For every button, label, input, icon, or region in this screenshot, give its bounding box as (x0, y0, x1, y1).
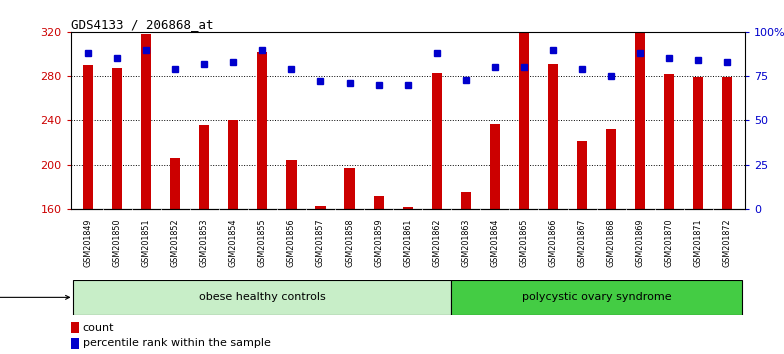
Bar (693, 77, 703, 209)
Text: GSM201857: GSM201857 (316, 218, 325, 267)
Text: GSM201861: GSM201861 (403, 218, 412, 267)
Bar (461, 192, 471, 209)
Text: GSM201856: GSM201856 (287, 218, 296, 267)
Bar (83, 65, 93, 209)
Bar (664, 74, 674, 209)
Bar (74, 280, 452, 315)
Text: GSM201852: GSM201852 (171, 218, 180, 267)
Bar (257, 52, 267, 209)
Bar (548, 64, 558, 209)
Text: GSM201851: GSM201851 (142, 218, 151, 267)
Bar (286, 160, 296, 209)
Bar (452, 280, 742, 315)
Text: GSM201850: GSM201850 (113, 218, 122, 267)
Bar (228, 120, 238, 209)
Bar (373, 195, 383, 209)
Bar (315, 206, 325, 209)
Text: GSM201862: GSM201862 (432, 218, 441, 267)
Text: percentile rank within the sample: percentile rank within the sample (82, 338, 270, 348)
Bar (490, 124, 500, 209)
Text: GSM201853: GSM201853 (200, 218, 209, 267)
Text: GSM201867: GSM201867 (578, 218, 586, 267)
Text: count: count (82, 322, 114, 332)
Bar (141, 34, 151, 209)
Bar (519, 33, 529, 209)
Text: polycystic ovary syndrome: polycystic ovary syndrome (522, 292, 671, 302)
Text: GSM201859: GSM201859 (374, 218, 383, 267)
Bar (170, 158, 180, 209)
Text: GSM201870: GSM201870 (665, 218, 673, 267)
Bar (722, 77, 732, 209)
Bar (71, 322, 78, 333)
Bar (112, 68, 122, 209)
Bar (71, 338, 78, 349)
Text: GSM201863: GSM201863 (461, 218, 470, 267)
Text: obese healthy controls: obese healthy controls (199, 292, 325, 302)
Text: disease state: disease state (0, 292, 70, 302)
Text: GSM201868: GSM201868 (607, 218, 615, 267)
Text: GSM201864: GSM201864 (490, 218, 499, 267)
Bar (432, 73, 442, 209)
Bar (577, 141, 587, 209)
Bar (403, 207, 412, 209)
Text: GDS4133 / 206868_at: GDS4133 / 206868_at (71, 18, 213, 31)
Text: GSM201866: GSM201866 (549, 218, 557, 267)
Bar (344, 168, 354, 209)
Text: GSM201855: GSM201855 (258, 218, 267, 267)
Text: GSM201869: GSM201869 (636, 218, 644, 267)
Text: GSM201872: GSM201872 (723, 218, 731, 267)
Text: GSM201865: GSM201865 (520, 218, 528, 267)
Bar (606, 129, 616, 209)
Text: GSM201854: GSM201854 (229, 218, 238, 267)
Text: GSM201858: GSM201858 (345, 218, 354, 267)
Text: GSM201871: GSM201871 (694, 218, 702, 267)
Text: GSM201849: GSM201849 (84, 218, 93, 267)
Bar (199, 125, 209, 209)
Bar (635, 33, 645, 209)
